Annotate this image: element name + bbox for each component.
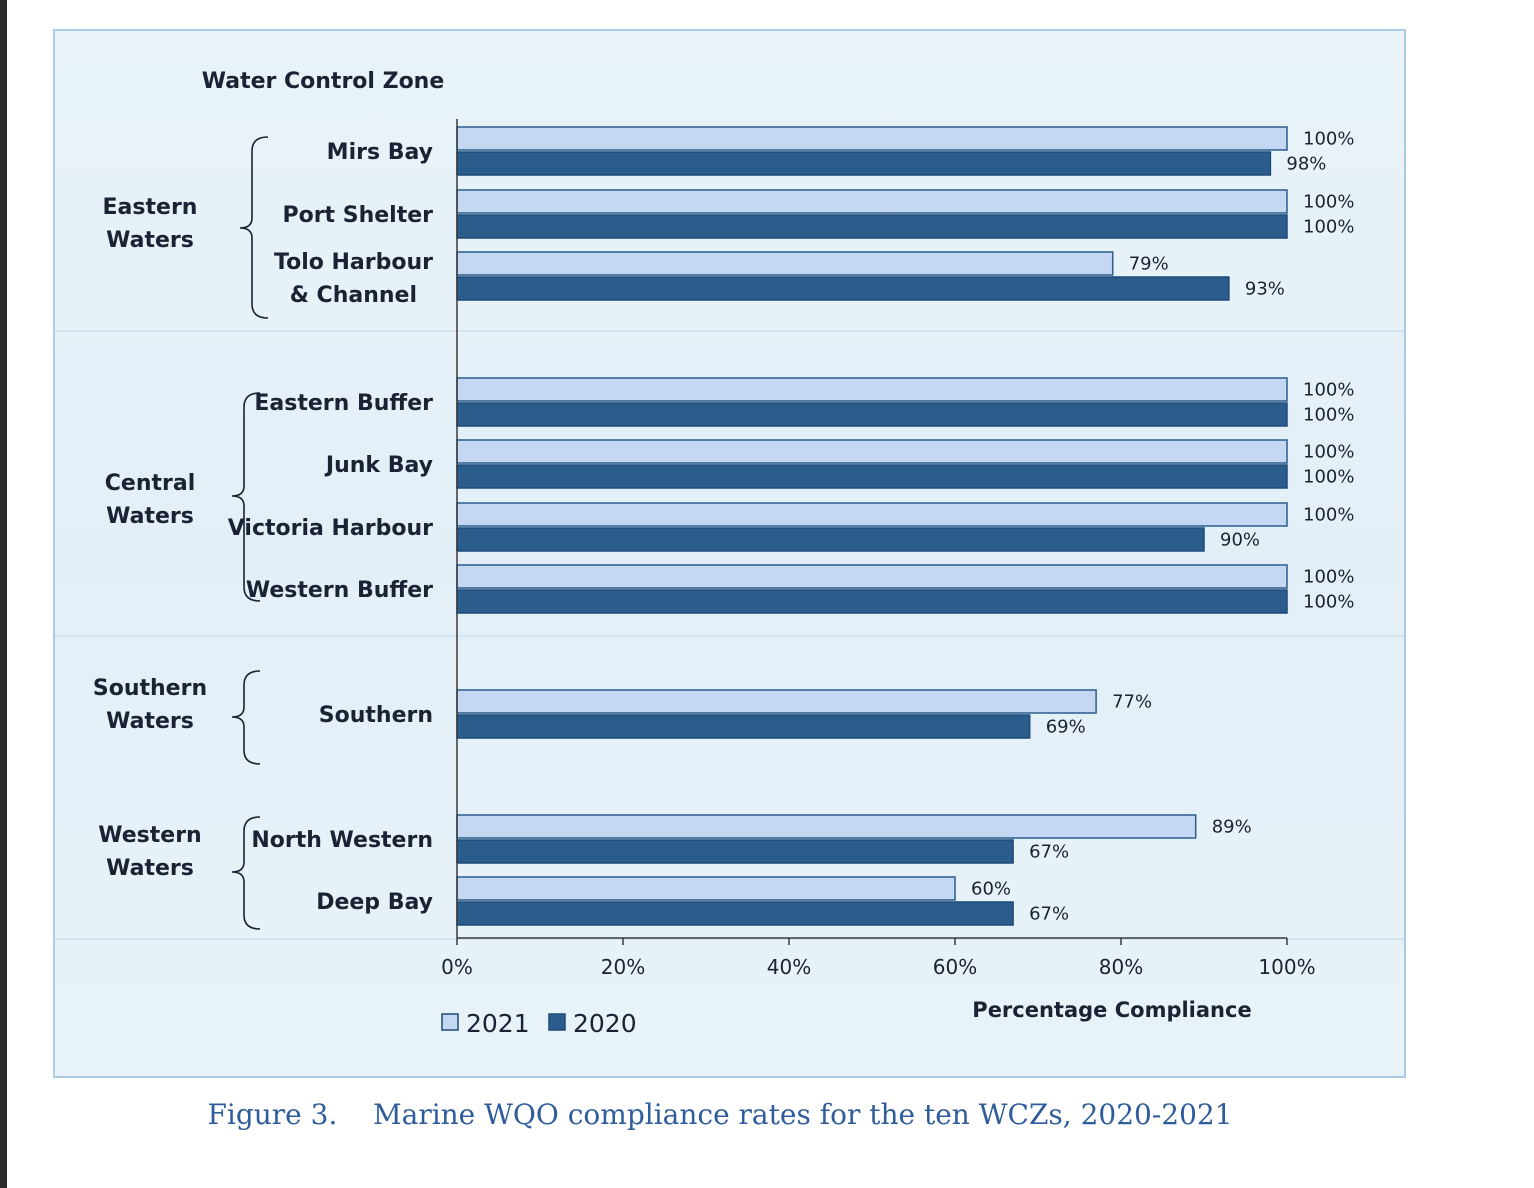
group-brace [231,392,261,602]
zone-label: Victoria Harbour [228,516,433,541]
bar-2021-junk-bay [456,439,1288,464]
bar-2021-tolo-harbour-channel [456,251,1114,276]
bar-2021-eastern-buffer [456,377,1288,402]
value-label: 67% [1029,842,1069,863]
value-label: 100% [1303,567,1354,588]
group-label: Southern [93,676,207,701]
value-label: 100% [1303,380,1354,401]
group-brace [231,816,261,930]
value-label: 100% [1303,217,1354,238]
bars [456,126,1288,926]
group-label: Waters [106,504,194,529]
group-brace [239,136,269,319]
zone-label: Southern [319,703,433,728]
bar-2020-junk-bay [456,464,1288,489]
x-tick-label: 20% [601,955,645,979]
bar-2020-western-buffer [456,589,1288,614]
group-label: Waters [106,228,194,253]
value-label: 100% [1303,129,1354,150]
bar-2021-southern [456,689,1097,714]
x-tick-label: 80% [1099,955,1143,979]
group-label: Eastern [103,195,198,220]
bar-2021-deep-bay [456,876,956,901]
group-brace [231,670,261,765]
zone-label: & Channel [290,283,417,308]
value-label: 98% [1286,154,1326,175]
labels: 100% 98% 100% 100% 79% 93% 100% 100% 100% 100% 100… [93,69,1355,1022]
bar-2021-victoria-harbour [456,502,1288,527]
group-label: Western [98,823,201,848]
bar-2020-mirs-bay [456,151,1272,176]
value-label: 67% [1029,904,1069,925]
bar-2020-deep-bay [456,901,1014,926]
x-tick-label: 0% [441,955,473,979]
bar-2021-mirs-bay [456,126,1288,151]
value-label: 100% [1303,192,1354,213]
legend-swatch-2020 [548,1013,566,1031]
zone-label: Eastern Buffer [254,391,433,416]
zone-label: Junk Bay [324,453,433,478]
zone-label: North Western [251,828,433,853]
zone-label: Deep Bay [316,890,433,915]
figure-caption: Figure 3. Marine WQO compliance rates fo… [207,1098,1233,1131]
value-label: 100% [1303,442,1354,463]
legend: 2021 2020 [441,1009,637,1038]
bar-chart: 100% 98% 100% 100% 79% 93% 100% 100% 100% 100% 100… [55,69,1404,1038]
x-axis-title: Percentage Compliance [972,998,1251,1022]
bar-2020-tolo-harbour-channel [456,276,1230,301]
group-label: Waters [106,856,194,881]
value-label: 89% [1212,817,1252,838]
value-label: 60% [971,879,1011,900]
page-edge [0,0,7,1188]
axes [231,119,1288,945]
value-label: 79% [1129,254,1169,275]
zone-label: Western Buffer [246,578,433,603]
legend-label-2020: 2020 [573,1009,637,1038]
x-tick-label: 100% [1258,955,1315,979]
x-tick-label: 40% [767,955,811,979]
bar-2020-eastern-buffer [456,402,1288,427]
chart-panel: 100% 98% 100% 100% 79% 93% 100% 100% 100% 100% 100… [53,29,1406,1078]
zone-label: Tolo Harbour [274,250,433,275]
value-label: 77% [1112,692,1152,713]
value-label: 100% [1303,592,1354,613]
bar-2020-port-shelter [456,214,1288,239]
zone-label: Mirs Bay [327,140,433,165]
bar-2020-victoria-harbour [456,527,1205,552]
bar-2021-western-buffer [456,564,1288,589]
bar-2021-port-shelter [456,189,1288,214]
zone-header: Water Control Zone [202,69,445,94]
zone-label: Port Shelter [282,203,433,228]
value-label: 93% [1245,279,1285,300]
value-label: 69% [1046,717,1086,738]
bar-2021-north-western [456,814,1197,839]
value-label: 100% [1303,405,1354,426]
x-tick-label: 60% [933,955,977,979]
bar-2020-southern [456,714,1031,739]
bar-2020-north-western [456,839,1014,864]
value-label: 100% [1303,467,1354,488]
group-label: Central [105,471,195,496]
legend-swatch-2021 [441,1013,459,1031]
value-label: 100% [1303,505,1354,526]
legend-label-2021: 2021 [466,1009,530,1038]
background-bands [55,330,1404,940]
group-label: Waters [106,709,194,734]
value-label: 90% [1220,530,1260,551]
